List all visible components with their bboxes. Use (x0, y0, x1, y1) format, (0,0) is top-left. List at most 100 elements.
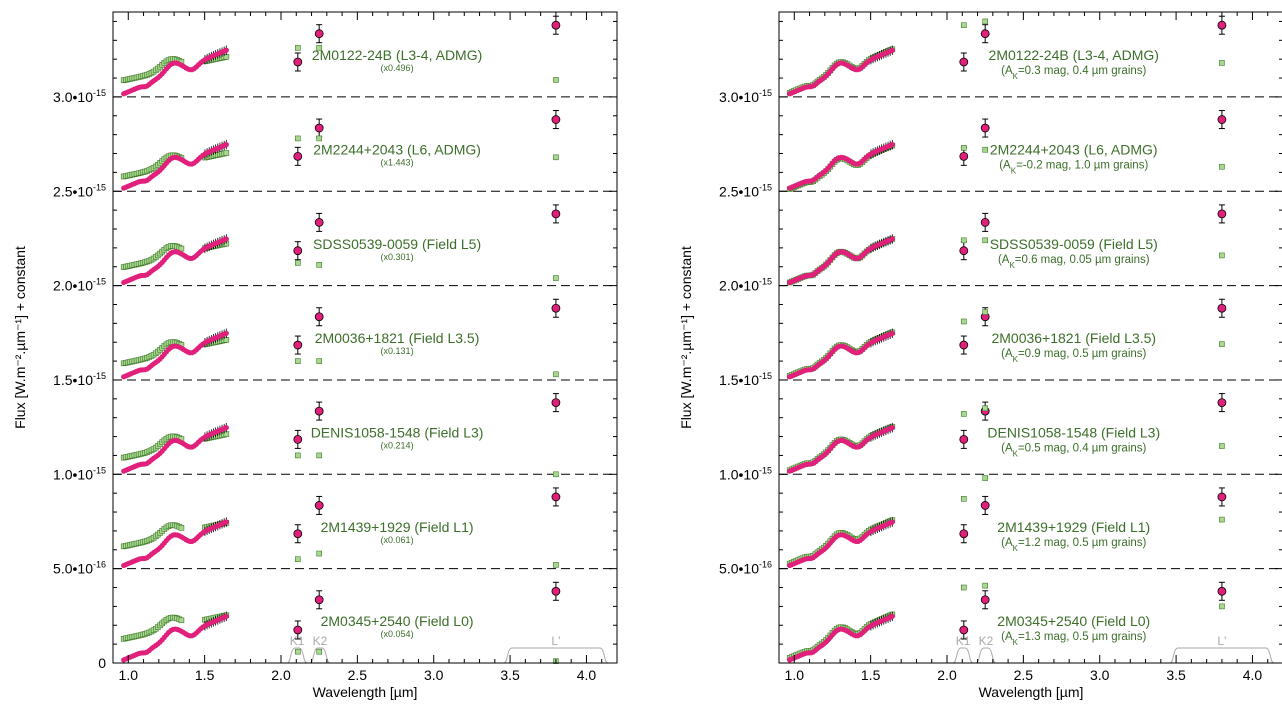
y-tick-label: 3.0•10-15 (53, 88, 106, 105)
phot-point (1217, 586, 1227, 596)
scale-factor: (x1.443) (381, 157, 414, 167)
model-phot-point (960, 584, 967, 591)
data-point (223, 519, 229, 525)
x-tick-label: 1.5 (195, 667, 215, 683)
phot-point (959, 529, 969, 539)
x-tick-label: 1.0 (785, 667, 805, 683)
data-point (223, 236, 229, 242)
filter-label: K1 (956, 634, 971, 648)
phot-point (293, 625, 303, 635)
data-point (223, 330, 229, 336)
series-group: 2M2244+2043 (L6, ADMG) (AK=-0.2 mag, 1.0 … (786, 110, 1227, 192)
model-phot-point (316, 262, 322, 268)
series-group: 2M0345+2540 (Field L0)(x0.054) (120, 581, 561, 664)
filter-curve-K1 (286, 647, 308, 664)
scale-factor: (x0.054) (381, 629, 414, 639)
phot-point (1217, 492, 1227, 502)
model-phot-point (316, 358, 322, 364)
series-group: DENIS1058-1548 (Field L3) (AK=0.5 mag, 0.… (786, 393, 1227, 474)
phot-point (959, 340, 969, 350)
phot-point (980, 29, 990, 39)
phot-point (293, 151, 303, 161)
model-phot-point (294, 556, 301, 563)
fit-parameters: (AK=0.3 mag, 0.4 µm grains) (1001, 65, 1146, 81)
data-point (889, 236, 895, 242)
phot-point (551, 398, 561, 408)
data-point (889, 142, 895, 148)
phot-point (980, 501, 990, 510)
model-phot-point (553, 562, 559, 568)
model-phot-point (316, 550, 322, 557)
phot-point (314, 406, 324, 416)
panel-left: K1 K2 L'2M0345+2540 (Field L0)(x0.054)2M14… (12, 11, 618, 700)
phot-point (314, 595, 324, 605)
phot-point (314, 29, 324, 39)
model-phot-point (1219, 443, 1225, 449)
y-tick-label: 5.0•10-16 (719, 560, 772, 577)
model-phot-point (294, 260, 301, 266)
filter-label: K1 (290, 634, 305, 648)
y-tick-label: 1.5•10-15 (719, 371, 772, 388)
model-phot-point (316, 135, 322, 142)
object-name: 2M0345+2540 (Field L0) (321, 613, 474, 629)
phot-point (293, 57, 303, 67)
x-tick-label: 1.5 (861, 667, 881, 683)
model-phot-point (960, 496, 967, 502)
model-phot-point (294, 452, 301, 459)
object-name: 2M0036+1821 (Field L3.5) (991, 330, 1156, 346)
model-phot-point (316, 648, 322, 655)
phot-point (551, 20, 561, 30)
phot-point (551, 586, 561, 596)
phot-point (1217, 20, 1227, 30)
series-group: 2M0036+1821 (Field L3.5) (AK=0.9 mag, 0.5… (786, 298, 1227, 380)
model-phot-point (1219, 252, 1225, 259)
data-point (889, 425, 895, 431)
phot-point (293, 529, 303, 539)
x-tick-label: 4.0 (1243, 667, 1263, 683)
y-axis-label: Flux [W.m⁻².µm⁻¹] + constant (678, 246, 694, 429)
model-phot-point (1219, 163, 1225, 170)
y-tick-label: 1.0•10-15 (53, 465, 106, 482)
phot-point (959, 434, 969, 444)
x-tick-label: 1.0 (119, 667, 139, 683)
series-group: SDSS0539-0059 (Field L5) (AK=0.6 mag, 0.0… (786, 204, 1227, 286)
filter-label: K2 (313, 634, 328, 648)
model-phot-point (294, 45, 301, 51)
model-phot-point (960, 22, 967, 29)
y-tick-label: 5.0•10-16 (53, 560, 106, 577)
scale-factor: (x0.214) (381, 441, 414, 451)
object-name: 2M1439+1929 (Field L1) (997, 519, 1150, 535)
phot-point (551, 492, 561, 502)
y-tick-label: 1.0•10-15 (719, 465, 772, 482)
phot-point (959, 625, 969, 635)
filter-curve-L' (503, 647, 609, 664)
object-name: DENIS1058-1548 (Field L3) (987, 425, 1160, 441)
model-phot-point (1219, 60, 1225, 66)
model-phot-point (553, 275, 559, 281)
phot-point (959, 57, 969, 67)
model-point (223, 150, 230, 156)
y-tick-label: 2.5•10-15 (53, 182, 106, 199)
object-name: 2M2244+2043 (L6, ADMG) (313, 141, 481, 157)
object-name: 2M1439+1929 (Field L1) (321, 519, 474, 535)
phot-point (980, 123, 990, 133)
scale-factor: (x0.301) (381, 252, 414, 262)
panel-right: K1 K2 L' 2M0345+2540 (Field L0) (AK=1.3 mag,… (678, 11, 1282, 700)
data-point (223, 425, 229, 431)
model-phot-point (553, 471, 559, 478)
x-tick-label: 3.5 (1166, 667, 1186, 683)
x-tick-label: 2.0 (271, 667, 291, 683)
object-name: 2M2244+2043 (L6, ADMG) (990, 141, 1158, 157)
model-phot-point (316, 452, 322, 459)
x-tick-label: 2.0 (937, 667, 957, 683)
x-tick-label: 3.0 (1090, 667, 1110, 683)
filter-label: K2 (979, 634, 994, 648)
data-point (889, 519, 895, 525)
scale-factor: (x0.131) (381, 346, 414, 356)
phot-point (959, 246, 969, 256)
model-phot-point (960, 411, 967, 417)
y-tick-label: 2.5•10-15 (719, 182, 772, 199)
series-group: 2M0122-24B (L3-4, ADMG)(x0.496) (120, 15, 561, 97)
plot-frame (778, 11, 1282, 664)
